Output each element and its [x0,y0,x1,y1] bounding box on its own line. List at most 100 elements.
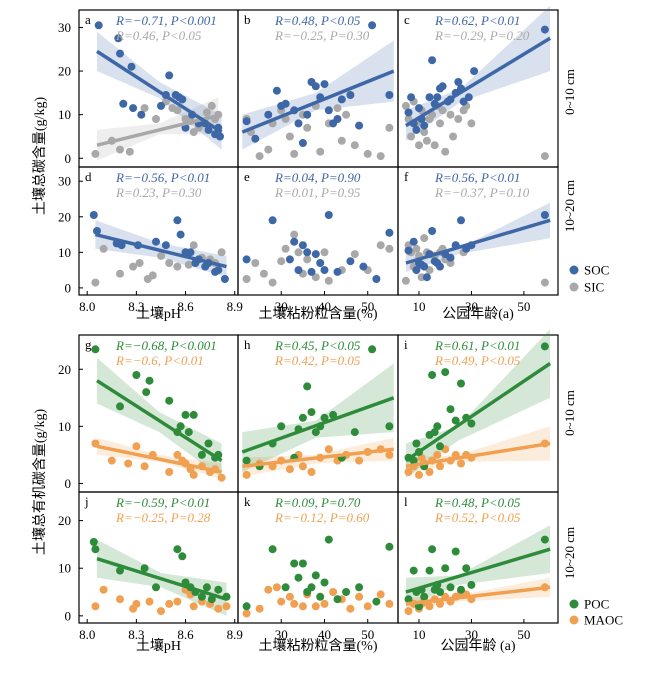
point-sic [165,259,174,267]
point-poc [457,379,465,388]
point-sic [363,149,372,158]
point-sic [255,152,264,161]
point-poc [462,564,471,573]
point-poc [294,573,303,582]
fit-line-soc [241,69,395,134]
stat-sep: , [155,185,162,200]
panel-letter: f [404,169,409,184]
point-sic [324,276,333,285]
point-sic [129,262,138,271]
point-soc [311,82,320,91]
panel-letter: h [244,337,251,352]
stat-r: R=0.09 [274,495,315,510]
point-maoc [145,597,154,606]
confidence-band-poc [405,329,551,478]
point-soc [137,110,146,119]
x-tick-label: 8.6 [177,299,194,314]
stat-r: R=−0.56 [115,170,165,185]
x-tick-label: 8.9 [227,627,243,642]
confidence-band-poc [242,363,394,472]
point-soc [116,49,124,58]
point-maoc [222,602,231,611]
point-poc [409,566,418,575]
point-soc [216,132,224,141]
stat-sep: , [314,353,321,368]
point-maoc [285,592,294,601]
point-soc [540,211,549,219]
stat-sep: , [314,495,321,510]
point-sic [152,115,160,123]
point-soc [93,227,101,235]
panel-c: c R=0.62, P<0.01R=−0.29, P=0.20 [397,5,559,168]
legend-marker-sic [569,282,579,292]
point-maoc [324,445,333,454]
point-soc [346,257,355,266]
point-soc [303,248,312,257]
point-sic [350,141,359,150]
point-poc [355,583,364,592]
point-soc [298,241,307,250]
point-sic [415,141,423,150]
fit-line-soc [404,36,552,128]
y-tick-label: 10 [58,107,71,122]
point-soc [422,273,431,282]
point-soc [464,93,473,102]
y-tick-label: 20 [58,513,71,528]
bottom-y-axis-label: 土壤总有机碳含量(g/kg) [31,409,48,556]
stat-p: P<0.05 [480,353,521,368]
panel-letter: i [404,337,408,352]
point-maoc [272,583,281,592]
point-poc [350,428,359,437]
stat-p: P<0.05 [320,13,361,28]
point-maoc [242,470,251,479]
confidence-band-maoc [405,426,551,475]
point-soc [337,95,346,104]
stat-line-poc: R=−0.68, P<0.001 [115,338,217,353]
stat-sep: , [164,510,171,525]
point-sic [303,123,312,132]
point-soc [204,125,213,134]
point-soc [285,255,294,264]
panel-k: k R=0.09, P=0.70R=−0.12, P=0.60 30 40 50 [237,491,399,642]
stat-r: R=−0.29 [434,28,484,43]
point-maoc [404,468,413,476]
point-soc [320,266,329,275]
y-tick-label: 0 [65,476,72,491]
point-soc [540,25,549,34]
point-maoc [132,442,141,451]
panel-letter: g [85,337,92,352]
point-soc [161,241,170,250]
point-soc [359,262,368,271]
point-sic [148,271,157,280]
panel-letter: e [244,169,250,184]
point-poc [425,566,434,575]
stat-line-maoc: R=0.49, P<0.05 [434,353,521,368]
fit-line-maoc [405,441,551,469]
fit-line-soc [96,49,223,134]
confidence-band-poc [97,357,222,478]
point-poc [404,595,413,604]
point-poc [372,597,381,606]
stat-line-maoc: R=0.42, P=0.05 [274,353,361,368]
point-soc [173,216,182,225]
y-tick-label: 30 [58,174,71,189]
stat-r: R=−0.25 [274,28,324,43]
stat-p: P<0.01 [480,13,520,28]
stat-p: P<0.05 [320,338,361,353]
point-soc [420,262,429,271]
stat-sep: , [474,170,481,185]
x-tick-label: 8.0 [79,627,95,642]
x-tick-label: 40 [318,299,331,314]
y-tick-label: 10 [58,419,71,434]
x-tick-label: 50 [361,299,374,314]
point-soc [324,106,333,115]
point-poc [307,408,316,417]
stat-line-poc: R=0.48, P<0.05 [434,495,521,510]
point-sic [125,147,134,156]
x-tick-label: 8.0 [79,299,95,314]
y-tick-label: 10 [58,561,71,576]
point-sic [99,244,108,253]
legend-label-sic: SIC [584,280,604,295]
point-poc [91,345,100,354]
point-poc [189,410,198,419]
